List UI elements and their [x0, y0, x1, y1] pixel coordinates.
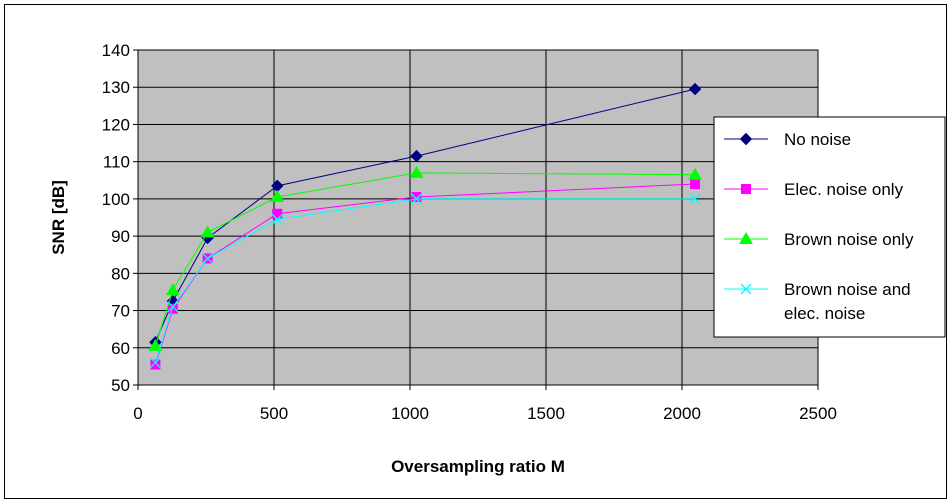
legend-item-1: Elec. noise only	[724, 180, 904, 199]
legend-label: Elec. noise only	[784, 180, 904, 199]
data-point	[150, 359, 161, 370]
series-3	[149, 193, 701, 369]
x-tick-label: 2000	[663, 404, 701, 423]
data-point	[270, 190, 285, 203]
series-line	[154, 172, 696, 347]
legend-swatch-marker	[741, 184, 751, 194]
legend-swatch-marker	[739, 231, 753, 244]
y-tick-label: 110	[103, 153, 130, 172]
series-line	[154, 183, 696, 365]
y-tick-label: 130	[102, 78, 130, 97]
marker-stroke	[202, 252, 214, 264]
y-tick-label: 80	[111, 264, 130, 283]
y-tick-label: 140	[102, 41, 130, 60]
legend-label: No noise	[784, 130, 851, 149]
y-tick-label: 90	[111, 227, 130, 246]
data-point	[272, 208, 283, 219]
plot-area-group	[137, 49, 819, 386]
legend-swatch-marker	[739, 132, 753, 146]
data-point	[202, 252, 214, 264]
marker-stroke	[411, 193, 422, 205]
legend-item-0: No noise	[724, 130, 851, 149]
y-tick-label: 120	[102, 115, 130, 134]
marker-stroke	[167, 301, 179, 313]
data-point	[148, 338, 163, 351]
legend-swatch-marker	[740, 283, 752, 295]
series-group	[148, 82, 702, 370]
y-tick-label: 70	[111, 302, 130, 321]
data-point	[167, 303, 178, 314]
marker-stroke	[689, 193, 701, 205]
x-tick-label: 2500	[799, 404, 837, 423]
data-point	[410, 149, 423, 163]
data-point	[271, 213, 283, 225]
x-tick-label: 0	[133, 404, 142, 423]
data-point	[200, 225, 215, 238]
marker-stroke	[149, 357, 161, 369]
legend-item-3: Brown noise and elec. noise	[724, 280, 911, 323]
axes-group: 50 60 70 80 90 100 110 120 130 140 0 500 1000 1500 200…	[49, 41, 837, 476]
legend-item-2: Brown noise only	[724, 230, 914, 249]
y-tick-label: 60	[111, 339, 130, 358]
data-point	[689, 193, 701, 205]
series-2	[148, 165, 702, 351]
data-point	[409, 165, 424, 178]
data-point	[690, 179, 701, 189]
data-point	[688, 167, 702, 180]
legend-label: Brown noise and	[784, 280, 911, 299]
data-point	[149, 357, 161, 369]
series-line	[154, 198, 696, 363]
legend-label: Brown noise only	[784, 230, 914, 249]
legend-label: elec. noise	[784, 304, 865, 323]
plot-area	[137, 49, 819, 386]
x-tick-label: 1500	[527, 404, 565, 423]
marker-stroke	[271, 213, 283, 225]
legend: No noise Elec. noise only Brown noise only…	[713, 116, 946, 338]
data-point	[165, 283, 180, 296]
y-axis-title: SNR [dB]	[49, 180, 68, 255]
legend-box	[713, 116, 946, 338]
marker-stroke	[740, 283, 752, 295]
x-axis-title: Oversampling ratio M	[391, 457, 565, 476]
y-tick-label: 100	[102, 190, 130, 209]
y-tick-label: 50	[111, 376, 130, 395]
data-point	[411, 192, 422, 203]
x-tick-label: 1000	[391, 404, 429, 423]
data-point	[688, 82, 702, 96]
data-point	[167, 301, 179, 313]
x-tick-label: 500	[260, 404, 288, 423]
data-point	[411, 193, 422, 205]
